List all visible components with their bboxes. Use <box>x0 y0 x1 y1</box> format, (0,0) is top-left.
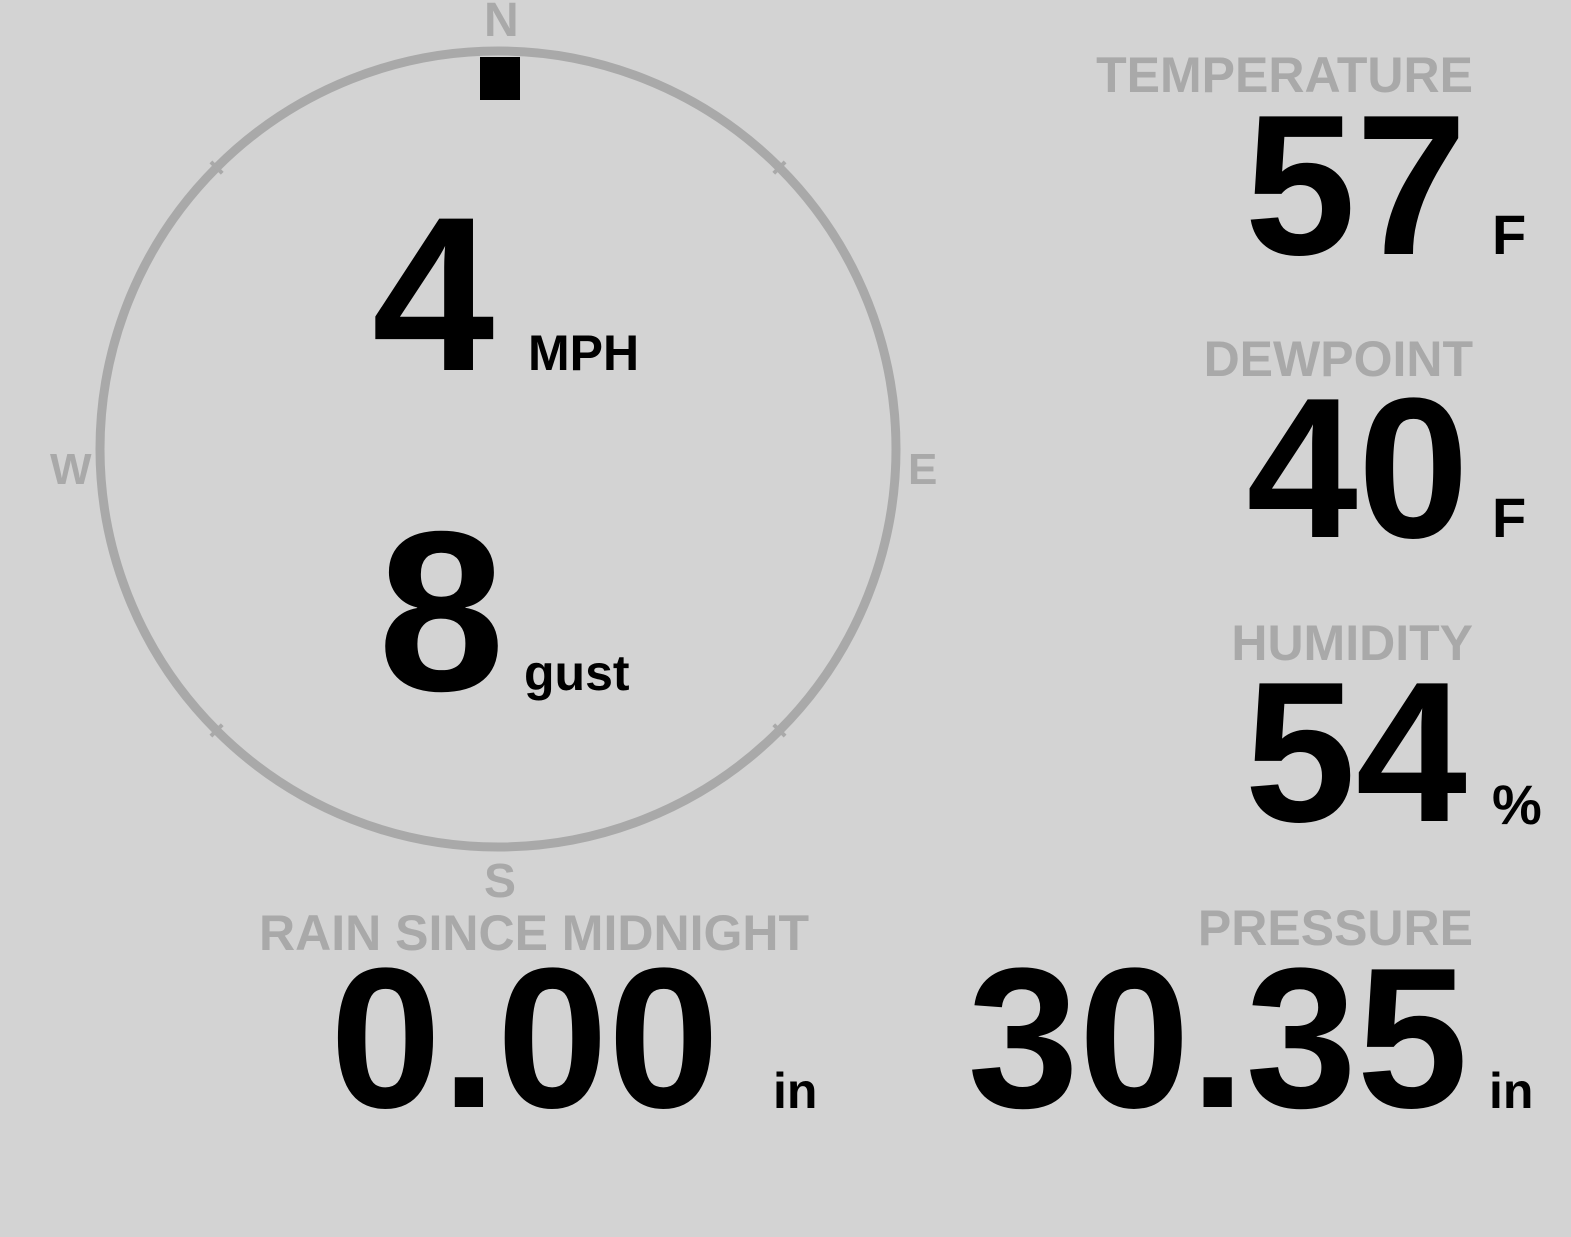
humidity-value: 54 <box>1244 641 1467 864</box>
pressure-label: PRESSURE <box>1197 900 1473 956</box>
compass-north: N <box>484 0 519 47</box>
compass-tick <box>772 723 787 738</box>
pressure-unit: in <box>1489 1063 1534 1119</box>
pressure-value: 30.35 <box>967 927 1469 1150</box>
compass-ring <box>95 46 901 852</box>
temperature-unit: F <box>1492 203 1527 266</box>
dewpoint-value: 40 <box>1246 357 1469 580</box>
compass-south: S <box>484 855 517 908</box>
temperature-value: 57 <box>1244 74 1467 297</box>
wind-speed-unit: MPH <box>528 325 640 381</box>
humidity-label: HUMIDITY <box>1231 615 1473 671</box>
wind-direction-indicator <box>480 57 520 100</box>
wind-gust-unit: gust <box>524 645 630 701</box>
compass-tick <box>772 160 787 175</box>
compass-tick <box>209 160 224 175</box>
rain-value: 0.00 <box>330 927 720 1150</box>
compass-tick <box>209 723 224 738</box>
wind-gust-value: 8 <box>378 485 505 739</box>
compass-west: W <box>50 445 92 494</box>
dewpoint-unit: F <box>1492 486 1527 549</box>
wind-speed-value: 4 <box>372 171 495 417</box>
rain-unit: in <box>773 1063 818 1119</box>
rain-label: RAIN SINCE MIDNIGHT <box>259 905 809 961</box>
dewpoint-label: DEWPOINT <box>1203 331 1473 387</box>
compass-east: E <box>908 445 938 494</box>
temperature-label: TEMPERATURE <box>1096 47 1473 103</box>
humidity-unit: % <box>1492 773 1542 836</box>
